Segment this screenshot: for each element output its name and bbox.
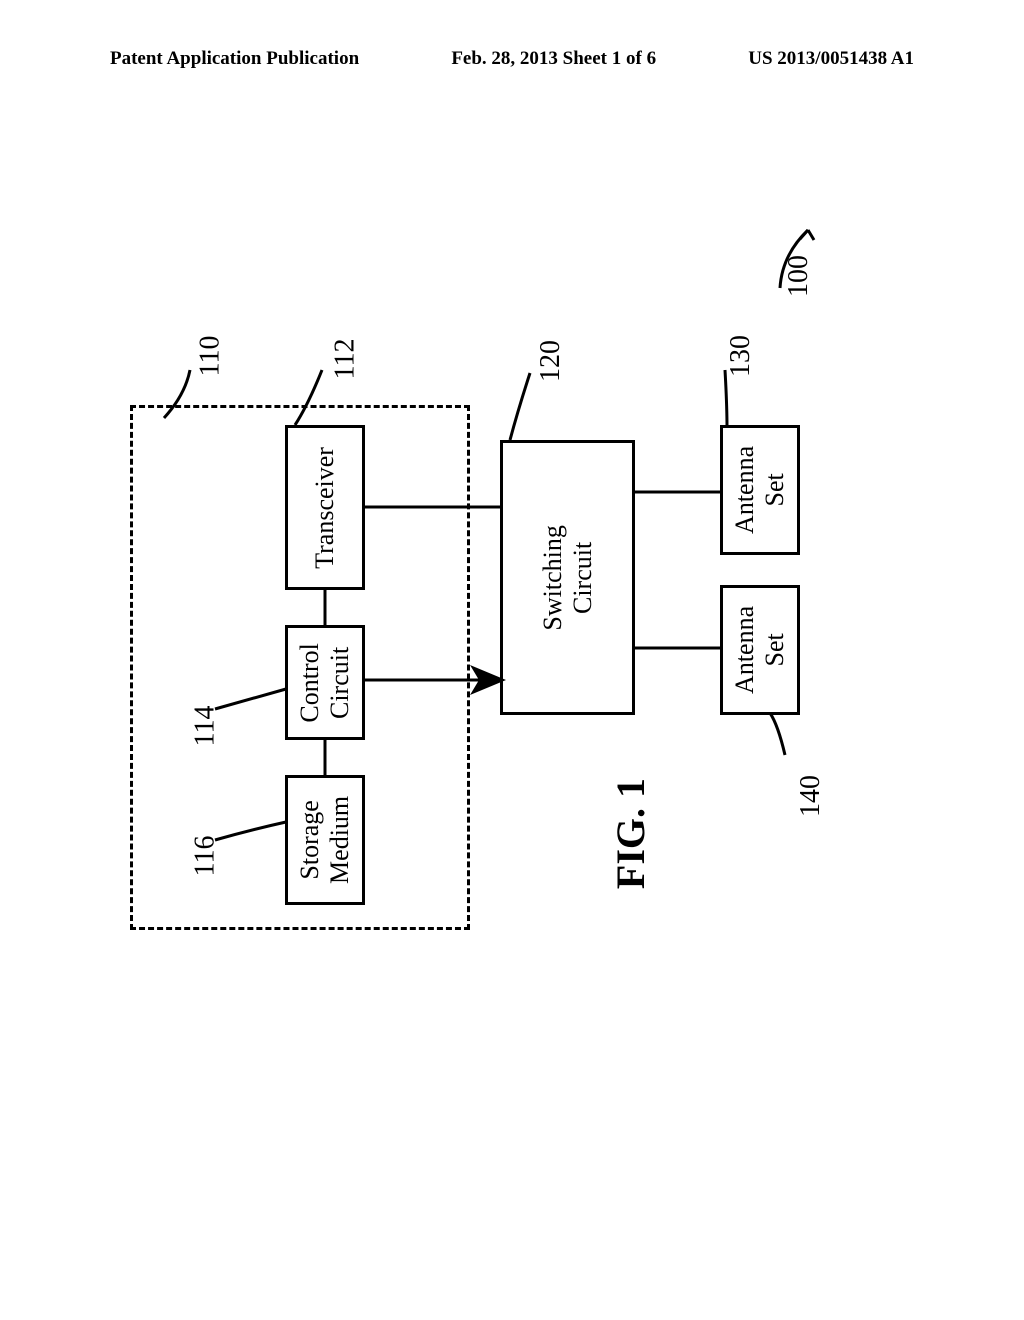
antenna-bottom-box: AntennaSet	[720, 585, 800, 715]
transceiver-label: Transceiver	[310, 447, 340, 569]
diagram-area: Transceiver ControlCircuit StorageMedium…	[130, 210, 850, 950]
ref-116: 116	[189, 836, 221, 877]
storage-label: StorageMedium	[295, 796, 355, 884]
control-label: ControlCircuit	[295, 643, 355, 722]
switching-label: SwitchingCircuit	[538, 525, 598, 630]
header-left: Patent Application Publication	[110, 48, 359, 70]
ref-114: 114	[189, 706, 221, 747]
ref-130: 130	[725, 335, 757, 377]
ref-120: 120	[535, 340, 567, 382]
transceiver-box: Transceiver	[285, 425, 365, 590]
antenna-bottom-label: AntennaSet	[730, 606, 790, 694]
control-box: ControlCircuit	[285, 625, 365, 740]
header-center: Feb. 28, 2013 Sheet 1 of 6	[451, 48, 656, 70]
ref-140: 140	[795, 775, 827, 817]
figure-label: FIG. 1	[607, 778, 654, 889]
antenna-top-box: AntennaSet	[720, 425, 800, 555]
page-header: Patent Application Publication Feb. 28, …	[0, 48, 1024, 70]
switching-box: SwitchingCircuit	[500, 440, 635, 715]
ref-100: 100	[783, 255, 815, 297]
ref-110: 110	[194, 336, 226, 377]
header-right: US 2013/0051438 A1	[748, 48, 914, 70]
storage-box: StorageMedium	[285, 775, 365, 905]
ref-112: 112	[329, 339, 361, 380]
antenna-top-label: AntennaSet	[730, 446, 790, 534]
